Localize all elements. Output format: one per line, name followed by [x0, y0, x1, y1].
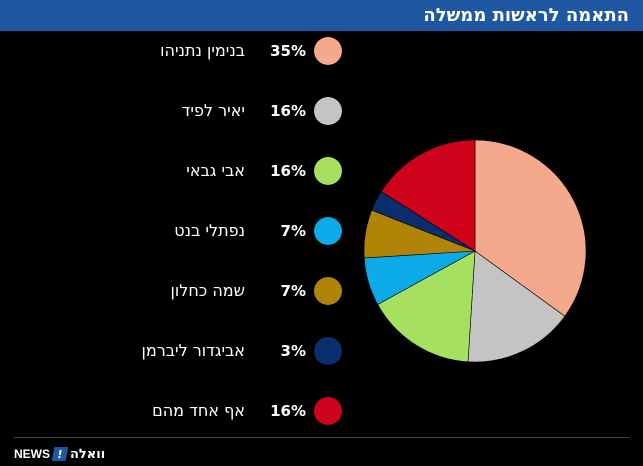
legend-item: בנימין נתניהו 35%	[0, 31, 643, 71]
legend-swatch	[314, 157, 342, 185]
pie-chart	[363, 139, 587, 363]
legend-label: בנימין נתניהו	[160, 41, 245, 60]
legend-label: אביגדור ליברמן	[141, 341, 245, 360]
legend-percent: 16%	[270, 162, 306, 180]
logo-news-text: NEWS	[14, 447, 50, 461]
legend-swatch	[314, 37, 342, 65]
legend-percent: 16%	[270, 402, 306, 420]
legend-percent: 7%	[280, 282, 306, 300]
logo-mark-icon: !	[51, 447, 69, 461]
legend-percent: 35%	[270, 42, 306, 60]
legend-item: שמה כחלון 7%	[0, 271, 643, 311]
walla-news-logo: NEWS ! וואלה	[14, 446, 105, 462]
legend-percent: 3%	[280, 342, 306, 360]
legend-item: אביגדור ליברמן 3%	[0, 331, 643, 371]
legend-swatch	[314, 337, 342, 365]
legend-percent: 7%	[280, 222, 306, 240]
logo-walla-text: וואלה	[70, 446, 106, 462]
legend-item: יאיר לפיד 16%	[0, 91, 643, 131]
pie-slice	[380, 139, 476, 252]
legend-item: אף אחד מהם 16%	[0, 391, 643, 431]
pie-slice	[377, 250, 476, 363]
legend-label: יאיר לפיד	[181, 101, 245, 120]
chart-title: התאמה לראשות ממשלה	[423, 5, 629, 26]
legend-swatch	[314, 217, 342, 245]
pie-slice	[467, 250, 566, 363]
title-bar: התאמה לראשות ממשלה	[0, 0, 643, 31]
legend-swatch	[314, 397, 342, 425]
legend-swatch	[314, 277, 342, 305]
legend-label: אף אחד מהם	[152, 401, 245, 420]
legend-label: נפתלי בנט	[174, 221, 245, 240]
legend-label: אבי גבאי	[186, 161, 245, 180]
legend-item: אבי גבאי 16%	[0, 151, 643, 191]
footer-divider	[14, 437, 629, 438]
legend-label: שמה כחלון	[170, 281, 245, 300]
pie-slice	[474, 139, 587, 317]
legend-item: נפתלי בנט 7%	[0, 211, 643, 251]
legend-percent: 16%	[270, 102, 306, 120]
legend-swatch	[314, 97, 342, 125]
